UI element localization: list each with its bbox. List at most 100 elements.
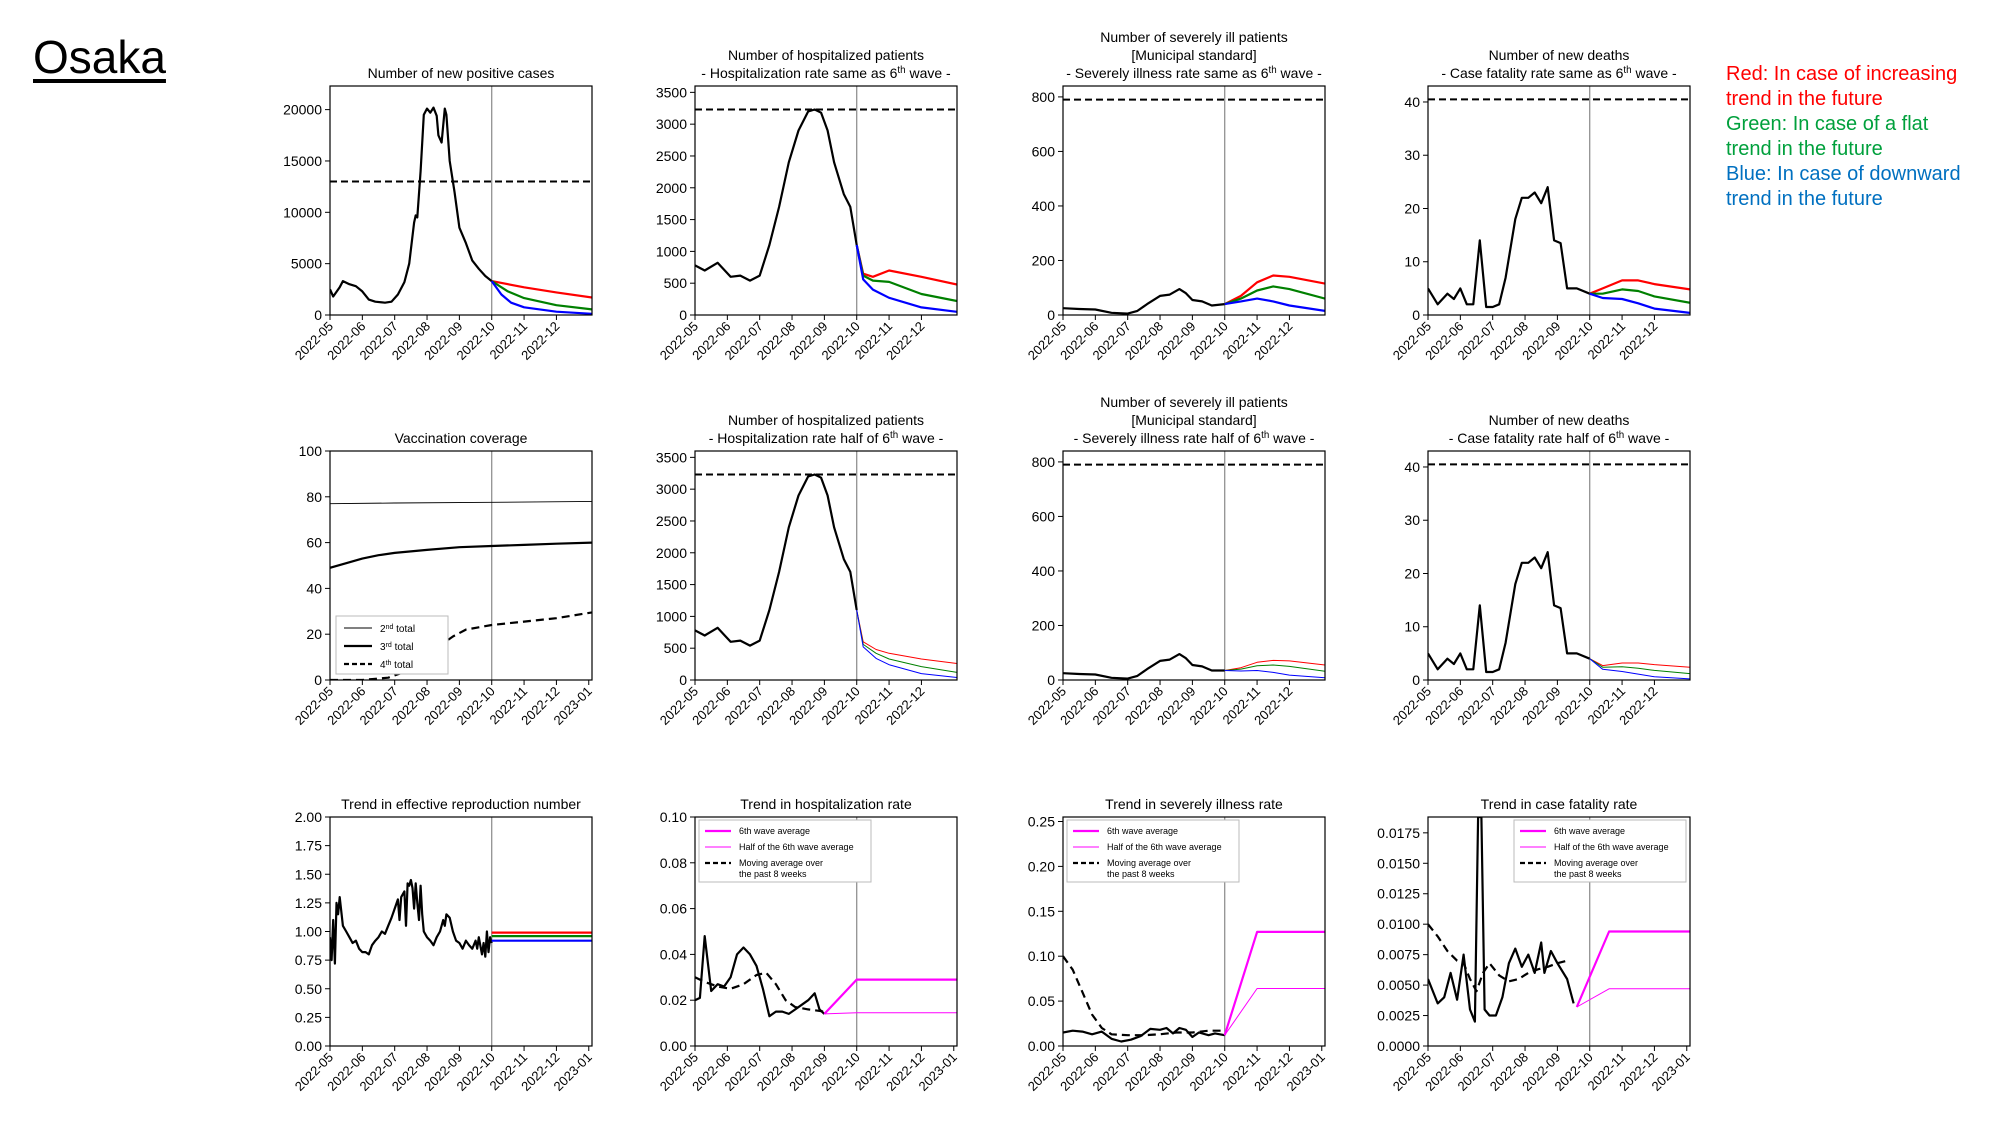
y-tick-label: 0.50 — [295, 981, 322, 997]
series-line-observed — [1063, 652, 1225, 680]
series-line-up — [491, 280, 592, 299]
plot-area — [330, 451, 592, 680]
y-tick-label: 1500 — [656, 577, 687, 593]
chart-title: Number of new positive cases — [368, 65, 555, 81]
y-tick-label: 20000 — [283, 102, 322, 118]
series-line-dose2 — [330, 500, 592, 505]
chart-panel: Number of severely ill patients [Municipa… — [1025, 29, 1326, 363]
chart-title: Trend in hospitalization rate — [740, 796, 912, 812]
series-line-down — [1589, 658, 1690, 680]
legend-entry: the past 8 weeks — [739, 869, 807, 879]
y-tick-label: 0.04 — [660, 946, 687, 962]
series-line-observed — [1428, 551, 1591, 674]
y-tick-label: 15000 — [283, 153, 322, 169]
scenario-legend-line: Green: In case of a flat — [1726, 113, 1929, 135]
series-line-up — [1589, 279, 1690, 295]
chart-panel: Number of new deaths - Case fatality rate… — [1390, 412, 1691, 728]
scenario-legend-line: trend in the future — [1726, 188, 1883, 210]
legend-entry: 4th total — [380, 660, 413, 672]
plot-frame — [329, 85, 593, 316]
legend-entry: the past 8 weeks — [1107, 869, 1175, 879]
chart-panel: Trend in case fatality rate 0.0000 0.0025 0… — [1377, 796, 1693, 1094]
series-line-flat — [1224, 285, 1325, 306]
series-line-down — [490, 280, 592, 315]
series-line-wave6 — [1223, 930, 1325, 1036]
chart-legend: 2nd total 3rd total 4th total — [335, 615, 449, 675]
y-tick-label: 1.50 — [295, 866, 322, 882]
y-tick-label: 3000 — [656, 116, 687, 132]
series-line-dose3 — [330, 541, 592, 569]
y-tick-label: 40 — [1404, 94, 1420, 110]
series-line-up — [1224, 659, 1325, 671]
legend-entry: 6th wave average — [1554, 826, 1625, 836]
legend-entry: 6th wave average — [739, 826, 810, 836]
y-tick-label: 10 — [1404, 619, 1420, 635]
y-tick-label: 2000 — [656, 180, 687, 196]
series-line-flat — [856, 609, 957, 673]
plot-area — [1428, 451, 1690, 680]
chart-panel: Number of new positive cases 0 5000 10000 15… — [283, 65, 593, 363]
y-tick-label: 3500 — [656, 84, 687, 100]
y-tick-label: 10000 — [283, 204, 322, 220]
y-tick-label: 0.0125 — [1377, 886, 1420, 902]
chart-legend: 6th wave average Half of the 6th wave ave… — [698, 819, 872, 883]
plot-frame — [1427, 85, 1691, 316]
series-line-down — [1589, 292, 1690, 314]
y-tick-label: 1000 — [656, 608, 687, 624]
chart-title: [Municipal standard] — [1131, 412, 1256, 428]
chart-title: Number of new deaths — [1489, 412, 1630, 428]
series-line-mavg — [695, 971, 825, 1013]
y-tick-label: 30 — [1404, 512, 1420, 528]
series-line-observed — [1428, 817, 1575, 1023]
series-line-observed — [1063, 288, 1225, 315]
scenario-legend-line: Blue: In case of downward — [1726, 163, 1961, 185]
y-tick-label: 500 — [664, 640, 688, 656]
chart-legend: 6th wave average Half of the 6th wave ave… — [1513, 819, 1687, 883]
scenario-legend-line: trend in the future — [1726, 88, 1883, 110]
y-tick-label: 0 — [679, 307, 687, 323]
chart-title: Number of hospitalized patients — [728, 412, 924, 428]
plot-area — [330, 86, 592, 315]
y-tick-label: 200 — [1032, 617, 1056, 633]
y-tick-label: 0.0000 — [1377, 1038, 1420, 1054]
chart-title: - Case fatality rate same as 6th wave - — [1441, 65, 1677, 82]
series-line-observed — [695, 473, 858, 647]
y-tick-label: 0 — [1412, 672, 1420, 688]
series-line-wave6half — [1224, 988, 1325, 1036]
y-tick-label: 3000 — [656, 481, 687, 497]
y-tick-label: 5000 — [291, 256, 322, 272]
legend-frame — [1513, 819, 1687, 883]
plot-frame — [694, 816, 958, 1047]
plot-frame — [1062, 816, 1326, 1047]
legend-entry: 3rd total — [380, 642, 413, 654]
series-line-wave6 — [823, 978, 957, 1015]
y-tick-label: 600 — [1032, 143, 1056, 159]
plot-frame — [694, 85, 958, 316]
y-tick-label: 0.00 — [1028, 1038, 1055, 1054]
series-line-wave6half — [824, 1012, 957, 1015]
chart-title: Trend in severely illness rate — [1105, 796, 1283, 812]
chart-legend: 6th wave average Half of the 6th wave ave… — [1066, 819, 1240, 883]
y-tick-label: 0.25 — [1028, 813, 1055, 829]
y-tick-label: 10 — [1404, 254, 1420, 270]
chart-title: - Hospitalization rate same as 6th wave … — [701, 65, 951, 82]
plot-frame — [329, 816, 593, 1047]
y-tick-label: 40 — [306, 580, 322, 596]
chart-panel: Number of hospitalized patients - Hospita… — [656, 412, 958, 728]
series-line-observed — [695, 108, 858, 282]
y-tick-label: 80 — [306, 489, 322, 505]
y-tick-label: 2.00 — [295, 809, 322, 825]
plot-frame — [694, 450, 958, 681]
scenario-legend-line: trend in the future — [1726, 138, 1883, 160]
y-tick-label: 0 — [1412, 307, 1420, 323]
page-title: Osaka — [33, 31, 166, 83]
y-tick-label: 1.25 — [295, 895, 322, 911]
series-line-flat — [1589, 658, 1690, 675]
series-line-down — [855, 244, 957, 313]
series-line-wave6half — [1576, 988, 1690, 1008]
y-tick-label: 0.0025 — [1377, 1008, 1420, 1024]
series-line-flat — [1224, 664, 1325, 672]
series-line-down — [856, 609, 957, 678]
y-tick-label: 600 — [1032, 508, 1056, 524]
y-tick-label: 800 — [1032, 89, 1056, 105]
